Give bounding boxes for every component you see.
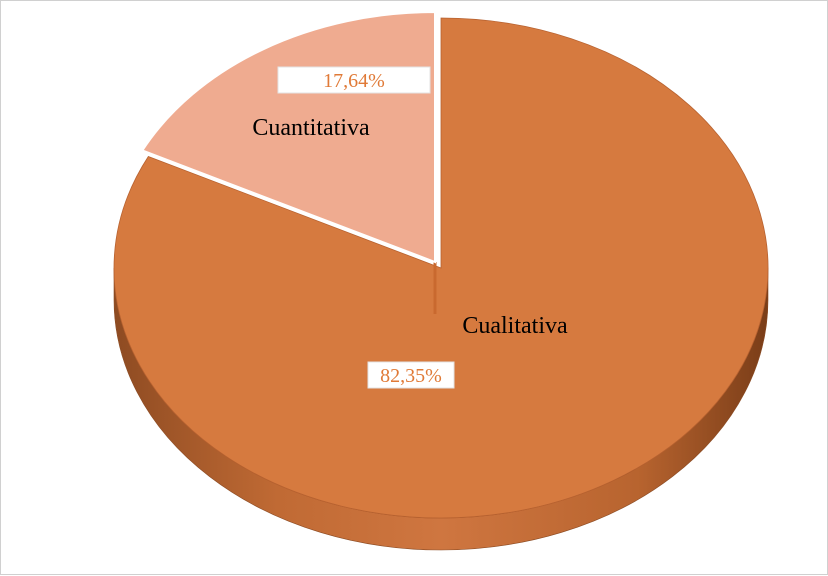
data-label-box-cuantitativa	[277, 66, 431, 94]
pie-slice-cualitativa	[113, 17, 769, 519]
category-label-cualitativa: Cualitativa	[462, 313, 568, 339]
data-label-box-cualitativa	[367, 361, 455, 389]
data-label-cualitativa: 82,35%	[380, 365, 442, 387]
data-label-cuantitativa: 17,64%	[323, 70, 385, 92]
category-label-cuantitativa: Cuantitativa	[252, 115, 370, 141]
